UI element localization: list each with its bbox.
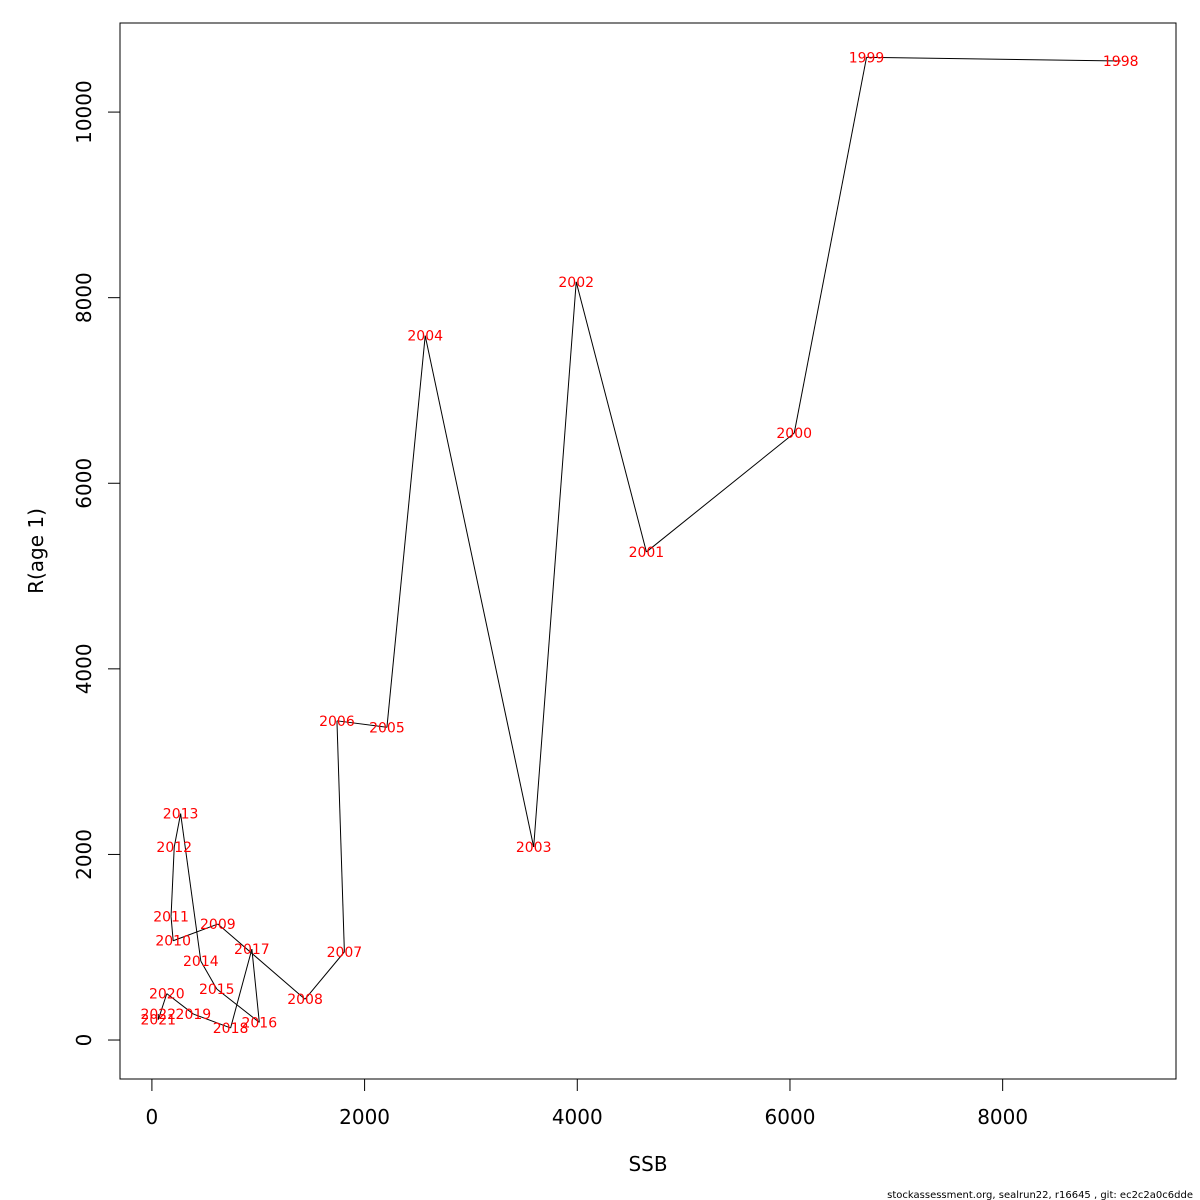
x-tick-label: 4000 [552,1105,603,1129]
point-label: 2018 [213,1021,249,1037]
data-series [157,56,1121,1029]
series-segment [251,949,260,1023]
x-tick-label: 0 [146,1105,159,1129]
series-segment [217,923,306,1000]
series-segment [170,846,175,917]
point-label: 2014 [183,954,219,970]
series-segment [793,57,868,434]
point-label: 2011 [153,910,189,926]
footer-credit: stockassessment.org, sealrun22, r16645 ,… [887,1190,1193,1200]
point-label: 2004 [407,329,443,345]
y-tick-label: 10000 [72,80,96,144]
series-segment [230,948,253,1029]
point-label: 2022 [140,1007,176,1023]
x-tick-label: 6000 [765,1105,816,1129]
series-segment [157,993,168,1020]
x-tick-label: 2000 [339,1105,390,1129]
series-segment [866,56,1121,62]
point-label: 2012 [156,840,192,856]
point-label: 2006 [319,714,355,730]
y-tick-label: 8000 [72,272,96,323]
point-label: 2015 [199,982,235,998]
point-label: 2019 [176,1007,212,1023]
series-segment [533,281,577,848]
point-label: 2000 [776,426,812,442]
point-label: 2017 [234,942,270,958]
series-segment [180,813,202,962]
y-tick-label: 0 [72,1034,96,1047]
point-label: 1998 [1103,54,1139,70]
point-label: 2020 [149,987,185,1003]
point-label: 2009 [200,917,236,933]
point-label: 2003 [516,840,552,856]
y-axis-title: R(age 1) [24,508,48,594]
point-label: 2001 [629,545,665,561]
series-segment [336,720,387,728]
y-axis: 0 2000 4000 6000 8000 10000 [72,80,121,1047]
series-segment [575,281,647,553]
series-segment [336,720,345,952]
y-tick-label: 6000 [72,458,96,509]
x-axis: 0 2000 4000 6000 8000 [146,1078,1028,1129]
point-label: 2008 [287,992,323,1008]
point-label: 2021 [140,1013,176,1029]
series-segment [172,923,219,942]
point-label: 2013 [163,807,199,823]
point-label: 2002 [558,275,594,291]
series-segment [193,1013,231,1029]
series-segment [200,960,218,990]
point-label: 1999 [849,50,885,66]
series-segment [170,916,174,941]
series-segment [173,813,182,848]
series-segment [304,951,345,1000]
series-segment [216,988,260,1023]
point-label: 2010 [155,934,191,950]
point-label: 2005 [369,720,405,736]
x-tick-label: 8000 [977,1105,1028,1129]
series-segment [166,993,194,1015]
point-labels: 1998 1999 2000 2001 2002 2003 2004 2005 2006 2007… [140,50,1138,1037]
y-tick-label: 2000 [72,829,96,880]
x-axis-title: SSB [628,1152,667,1176]
series-segment [424,335,535,848]
y-tick-label: 4000 [72,643,96,694]
series-segment [646,432,795,553]
point-label: 2007 [327,945,363,961]
series-segment [386,335,426,728]
point-label: 2016 [241,1015,277,1031]
